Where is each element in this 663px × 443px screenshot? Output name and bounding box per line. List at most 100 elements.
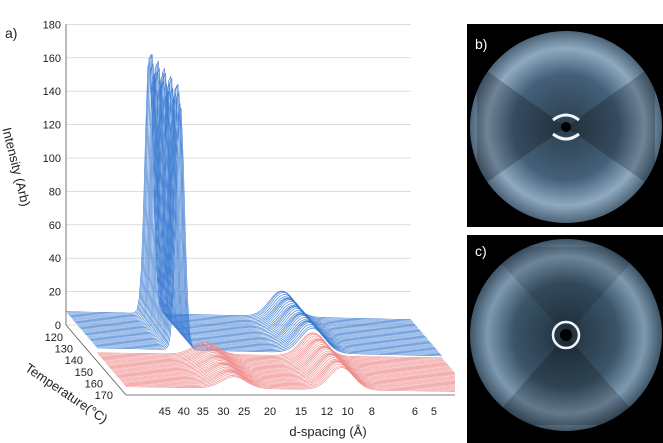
series-1-trace bbox=[113, 352, 455, 378]
series-0-trace bbox=[78, 81, 424, 335]
series-0-trace bbox=[81, 72, 427, 339]
x-tick-label: 12 bbox=[321, 406, 333, 418]
panel-label-c: c) bbox=[475, 243, 487, 259]
chart-traces bbox=[65, 53, 455, 392]
y-tick-label: 60 bbox=[49, 220, 61, 232]
series-1-trace bbox=[121, 360, 455, 387]
series-0-trace bbox=[95, 102, 441, 355]
series-0-trace bbox=[85, 82, 431, 343]
panel-label-b: b) bbox=[475, 36, 488, 52]
series-0-trace bbox=[71, 76, 417, 327]
series-0-trace bbox=[87, 77, 433, 346]
y-tick-label: 140 bbox=[43, 86, 61, 98]
series-0-trace bbox=[74, 60, 420, 330]
series-0-trace bbox=[89, 97, 435, 348]
series-0-trace bbox=[72, 71, 418, 328]
series-1-trace bbox=[106, 344, 452, 370]
chart-grid bbox=[65, 24, 455, 396]
series-0-trace bbox=[75, 67, 421, 331]
z-tick-label: 140 bbox=[65, 355, 83, 367]
series-0-trace bbox=[86, 75, 432, 345]
series-0-trace bbox=[76, 78, 422, 333]
x-tick-label: 20 bbox=[264, 406, 276, 418]
y-tick-label: 120 bbox=[43, 120, 61, 132]
series-1-trace bbox=[115, 353, 455, 380]
series-1-trace bbox=[114, 353, 455, 379]
z-axis-line bbox=[65, 324, 127, 396]
series-1-trace bbox=[111, 348, 455, 376]
z-tick-label: 160 bbox=[85, 379, 103, 391]
series-0-trace bbox=[73, 62, 419, 329]
x-axis-label: d-spacing (Å) bbox=[289, 424, 366, 439]
y-tick-label: 160 bbox=[43, 53, 61, 65]
series-1-trace bbox=[102, 339, 448, 365]
series-1-trace bbox=[122, 360, 455, 388]
series-1-trace bbox=[124, 365, 455, 391]
series-0-trace bbox=[84, 90, 430, 342]
diffraction-image-c: c) bbox=[467, 235, 663, 443]
series-0-trace bbox=[80, 67, 426, 337]
series-1-trace bbox=[97, 332, 442, 359]
x-tick-label: 8 bbox=[369, 406, 375, 418]
series-0-trace bbox=[94, 91, 440, 354]
z-tick-label: 150 bbox=[75, 367, 93, 379]
series-1-trace bbox=[125, 367, 455, 392]
series-0-trace bbox=[96, 107, 442, 357]
x-tick-label: 40 bbox=[178, 406, 190, 418]
series-1-trace bbox=[105, 342, 451, 369]
series-1-trace bbox=[108, 346, 454, 372]
z-tick-label: 120 bbox=[45, 332, 63, 344]
y-tick-label: 40 bbox=[49, 253, 61, 265]
series-0-trace bbox=[93, 83, 439, 353]
series-1-trace bbox=[112, 350, 455, 377]
series-1-trace bbox=[101, 338, 447, 364]
series-1-trace bbox=[107, 345, 453, 371]
series-0-trace bbox=[69, 63, 415, 324]
x-tick-label: 35 bbox=[197, 406, 209, 418]
series-1-trace bbox=[100, 337, 446, 363]
series-0-trace bbox=[91, 92, 437, 351]
series-0-trace bbox=[70, 73, 416, 325]
x-tick-label: 30 bbox=[217, 406, 229, 418]
y-tick-label: 0 bbox=[55, 320, 61, 332]
y-tick-label: 100 bbox=[43, 153, 61, 165]
diffraction-image-b: b) bbox=[467, 24, 663, 227]
series-0-trace bbox=[92, 84, 438, 352]
series-0-trace bbox=[88, 87, 434, 347]
series-1-trace bbox=[118, 357, 455, 383]
x-tick-label: 6 bbox=[412, 406, 418, 418]
y-tick-label: 80 bbox=[49, 186, 61, 198]
series-1-trace bbox=[124, 363, 455, 390]
series-1-trace bbox=[123, 361, 455, 389]
series-1-trace bbox=[103, 339, 449, 367]
x-tick-label: 25 bbox=[238, 406, 250, 418]
series-0-trace bbox=[82, 83, 428, 340]
z-tick-label: 170 bbox=[95, 390, 113, 402]
x-tick-label: 10 bbox=[342, 406, 354, 418]
series-1-trace bbox=[116, 354, 455, 381]
series-1-trace bbox=[104, 340, 450, 368]
series-1-trace bbox=[109, 346, 455, 373]
series-0-trace bbox=[77, 84, 423, 334]
series-1-trace bbox=[110, 347, 455, 374]
series-0-trace bbox=[90, 99, 436, 349]
y-tick-label: 180 bbox=[43, 19, 61, 31]
x-tick-label: 45 bbox=[159, 406, 171, 418]
x-tick-label: 15 bbox=[295, 406, 307, 418]
series-0-trace bbox=[65, 60, 412, 321]
z-tick-label: 130 bbox=[55, 344, 73, 356]
series-1-trace bbox=[119, 359, 455, 384]
series-0-trace bbox=[79, 72, 425, 336]
panel-label-a: a) bbox=[5, 25, 17, 41]
y-tick-label: 20 bbox=[49, 287, 61, 299]
series-0-trace bbox=[68, 53, 414, 323]
series-0-trace bbox=[66, 53, 413, 322]
series-1-trace bbox=[98, 333, 444, 361]
y-axis-label: Intensity (Arb) bbox=[0, 126, 33, 208]
series-1-trace bbox=[120, 360, 455, 386]
x-tick-label: 5 bbox=[431, 406, 437, 418]
series-1-trace bbox=[117, 355, 455, 382]
series-0-trace bbox=[83, 91, 429, 341]
